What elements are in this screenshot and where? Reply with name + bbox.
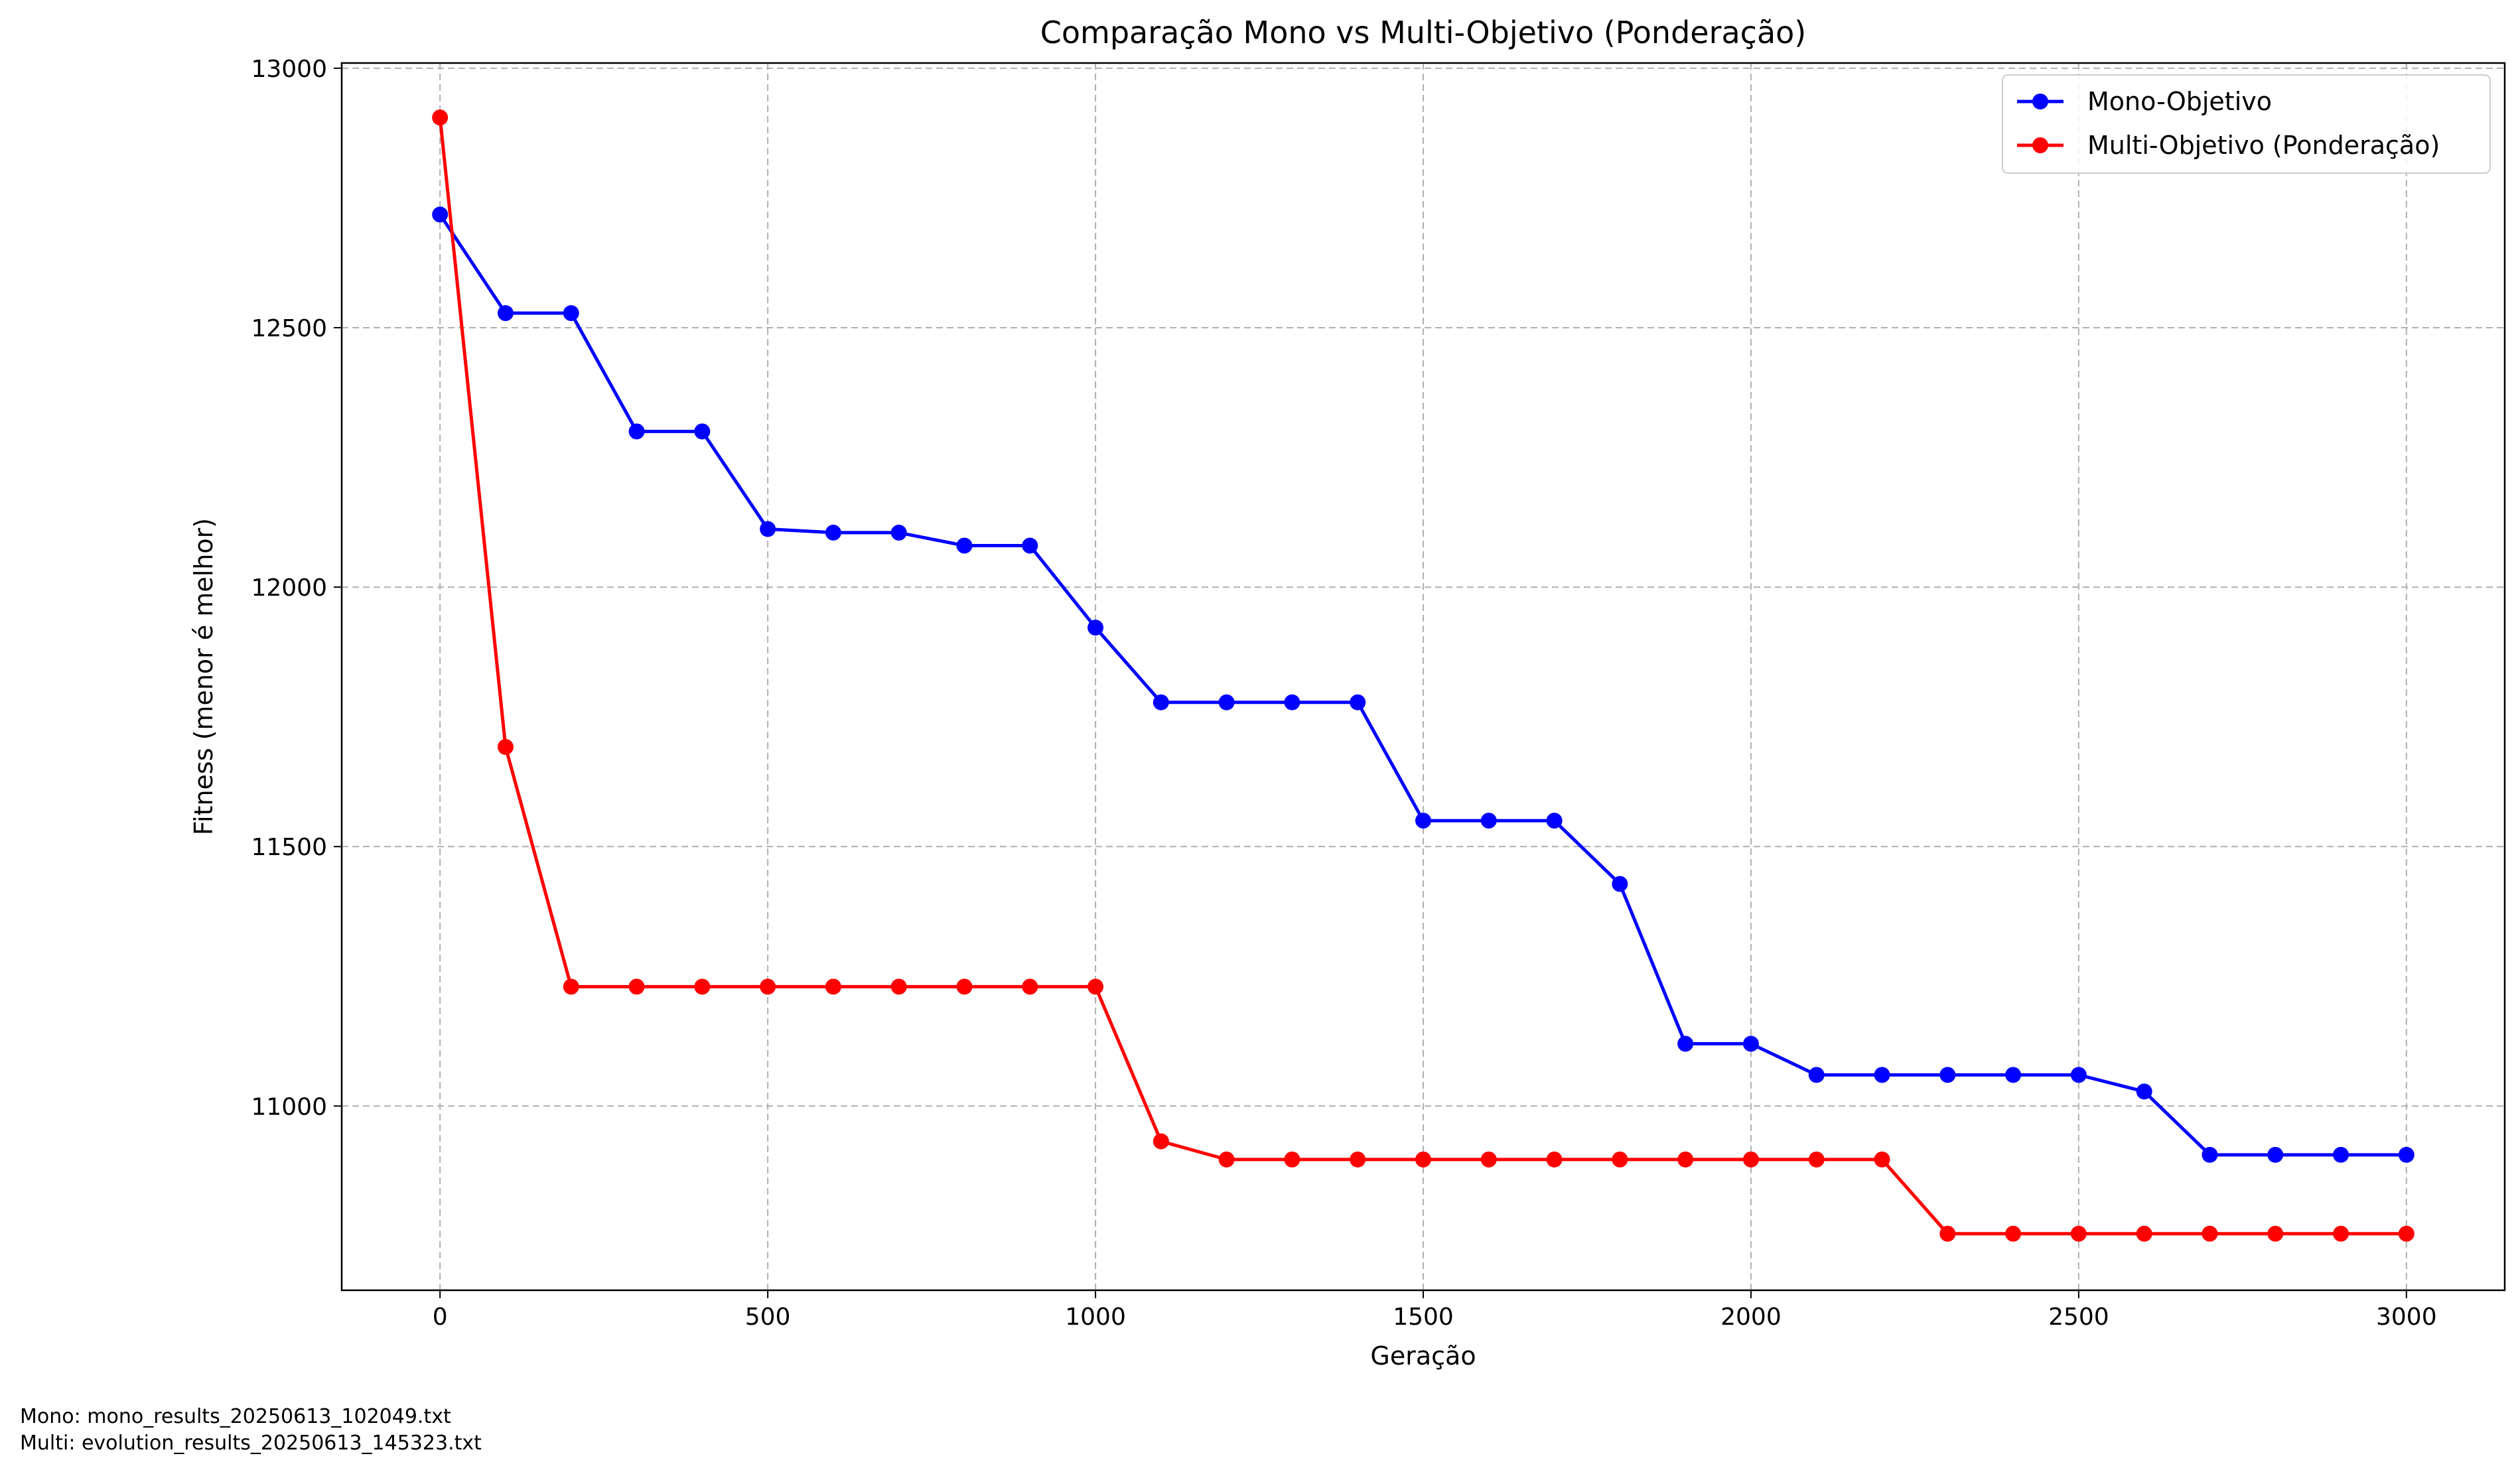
data-point [1677, 1036, 1694, 1052]
data-point [1612, 876, 1628, 892]
data-point [1939, 1067, 1956, 1083]
x-tick-label: 2000 [1720, 1304, 1782, 1331]
data-point [825, 978, 841, 995]
footnote-multi: Multi: evolution_results_20250613_145323… [20, 1432, 482, 1455]
data-point [890, 524, 907, 541]
data-point [1022, 978, 1038, 995]
y-tick-label: 11000 [251, 1093, 327, 1120]
data-point [2136, 1083, 2152, 1100]
data-point [1742, 1151, 1759, 1168]
x-tick-label: 0 [433, 1304, 448, 1331]
data-point [1284, 1151, 1300, 1168]
series-group [432, 109, 2415, 1242]
data-point [1087, 978, 1104, 995]
data-point [1874, 1067, 1890, 1083]
x-axis-label: Geração [1370, 1341, 1476, 1371]
data-point [760, 978, 776, 995]
data-point [1087, 620, 1104, 636]
x-tick-label: 1000 [1065, 1304, 1126, 1331]
data-point [2398, 1225, 2415, 1242]
x-tick-label: 500 [745, 1304, 791, 1331]
data-point [2136, 1225, 2152, 1242]
data-point [2202, 1225, 2218, 1242]
x-tick-label: 2500 [2048, 1304, 2109, 1331]
data-point [2202, 1146, 2218, 1163]
legend-item: Mono-Objetivo [2017, 87, 2272, 116]
y-tick-label: 12000 [251, 574, 327, 602]
data-point [563, 978, 579, 995]
data-point [1742, 1036, 1759, 1052]
data-point [432, 109, 449, 126]
data-point [1415, 813, 1431, 829]
data-point [2333, 1225, 2349, 1242]
data-point [1022, 537, 1038, 554]
data-point [2070, 1225, 2087, 1242]
data-point [1808, 1151, 1825, 1168]
data-point [2070, 1067, 2087, 1083]
data-point [760, 521, 776, 537]
data-point [628, 978, 645, 995]
data-point [694, 978, 711, 995]
data-point [825, 524, 841, 541]
legend-box [2002, 74, 2491, 174]
data-point [1218, 694, 1235, 710]
footnote-mono: Mono: mono_results_20250613_102049.txt [20, 1405, 451, 1428]
data-point [432, 206, 449, 223]
data-point [2333, 1146, 2349, 1163]
data-point [563, 305, 579, 322]
y-axis-label: Fitness (menor é melhor) [189, 518, 218, 835]
data-point [1415, 1151, 1431, 1168]
data-point [1677, 1151, 1694, 1168]
x-tick-label: 3000 [2376, 1304, 2437, 1331]
data-point [1350, 694, 1366, 710]
y-tick-label: 12500 [251, 315, 327, 342]
data-point [2267, 1146, 2284, 1163]
legend: Mono-Objetivo Multi-Objetivo (Ponderação) [2002, 74, 2491, 174]
data-point [1939, 1225, 1956, 1242]
data-point [1480, 1151, 1497, 1168]
data-point [1480, 813, 1497, 829]
data-point [497, 738, 514, 755]
series-2 [432, 109, 2415, 1242]
data-point [1874, 1151, 1890, 1168]
grid [342, 63, 2505, 1290]
data-point [497, 305, 514, 322]
data-point [1218, 1151, 1235, 1168]
axis-ticks: 0 500 1000 1500 2000 2500 3000 11000 11500 12000 1… [251, 56, 2436, 1331]
data-point [1808, 1067, 1825, 1083]
legend-label: Multi-Objetivo (Ponderação) [2087, 131, 2440, 160]
data-point [1546, 813, 1563, 829]
data-point [956, 537, 973, 554]
legend-item: Multi-Objetivo (Ponderação) [2017, 131, 2440, 160]
data-point [1350, 1151, 1366, 1168]
data-point [1612, 1151, 1628, 1168]
x-tick-label: 1500 [1393, 1304, 1454, 1331]
data-point [1153, 1133, 1169, 1150]
y-tick-label: 13000 [251, 56, 327, 83]
legend-marker [2032, 94, 2048, 109]
data-point [1284, 694, 1300, 710]
y-tick-label: 11500 [251, 834, 327, 861]
data-point [2267, 1225, 2284, 1242]
data-point [1546, 1151, 1563, 1168]
data-point [2005, 1225, 2022, 1242]
chart-title: Comparação Mono vs Multi-Objetivo (Ponde… [1040, 15, 1807, 50]
data-point [1153, 694, 1169, 710]
data-point [956, 978, 973, 995]
data-point [628, 423, 645, 440]
data-point [694, 423, 711, 440]
legend-label: Mono-Objetivo [2087, 87, 2272, 116]
data-point [890, 978, 907, 995]
legend-marker [2032, 137, 2048, 153]
data-point [2005, 1067, 2022, 1083]
series-1 [432, 206, 2415, 1163]
data-point [2398, 1146, 2415, 1163]
